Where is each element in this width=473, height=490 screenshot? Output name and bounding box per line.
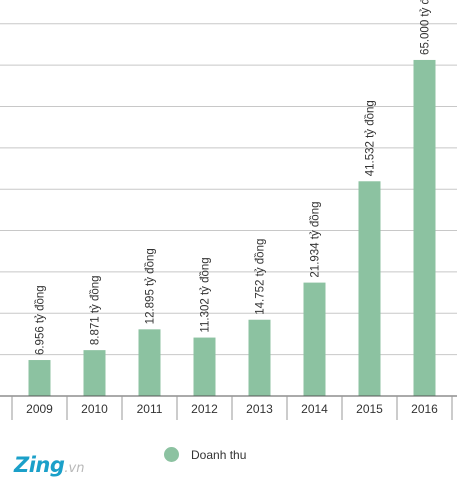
bar-2011 <box>138 329 161 396</box>
tick-label-2016: 2016 <box>411 402 438 416</box>
bar-2013 <box>248 319 271 396</box>
bar-2014 <box>303 282 326 396</box>
legend-swatch <box>164 447 179 462</box>
value-label-2013: 14.752 tỷ đồng <box>255 239 267 315</box>
tick-label-2009: 2009 <box>26 402 53 416</box>
zing-logo: Zing.vn <box>14 453 85 477</box>
x-tick-labels: 2009 2010 2011 2012 2013 2014 2015 2016 <box>26 402 438 416</box>
x-axis <box>0 395 457 420</box>
legend: Doanh thu <box>164 447 246 462</box>
value-label-2015: 41.532 tỷ đồng <box>365 100 377 176</box>
value-label-2009: 6.956 tỷ đồng <box>35 285 47 355</box>
value-label-2012: 11.302 tỷ đồng <box>200 257 212 332</box>
bar-2010 <box>83 350 106 396</box>
value-labels: 6.956 tỷ đồng 8.871 tỷ đồng 12.895 tỷ đồng… <box>35 0 432 355</box>
logo-text: Zing <box>14 453 65 477</box>
bars <box>28 59 436 396</box>
gridlines <box>0 23 457 356</box>
tick-label-2010: 2010 <box>81 402 108 416</box>
tick-label-2014: 2014 <box>301 402 328 416</box>
legend-label: Doanh thu <box>191 447 247 462</box>
tick-label-2012: 2012 <box>191 402 218 416</box>
bar-2016 <box>413 59 436 396</box>
revenue-bar-chart: 6.956 tỷ đồng 8.871 tỷ đồng 12.895 tỷ đồng… <box>0 0 457 420</box>
value-label-2014: 21.934 tỷ đồng <box>310 202 322 278</box>
bar-2012 <box>193 337 216 396</box>
logo-suffix: .vn <box>64 461 85 476</box>
bar-2009 <box>28 360 51 396</box>
tick-label-2013: 2013 <box>246 402 273 416</box>
tick-label-2011: 2011 <box>137 402 163 416</box>
value-label-2016: 65.000 tỷ đồng <box>420 0 432 55</box>
bar-2015 <box>358 181 381 396</box>
value-label-2010: 8.871 tỷ đồng <box>90 275 102 345</box>
tick-label-2015: 2015 <box>356 402 383 416</box>
value-label-2011: 12.895 tỷ đồng <box>145 248 157 324</box>
